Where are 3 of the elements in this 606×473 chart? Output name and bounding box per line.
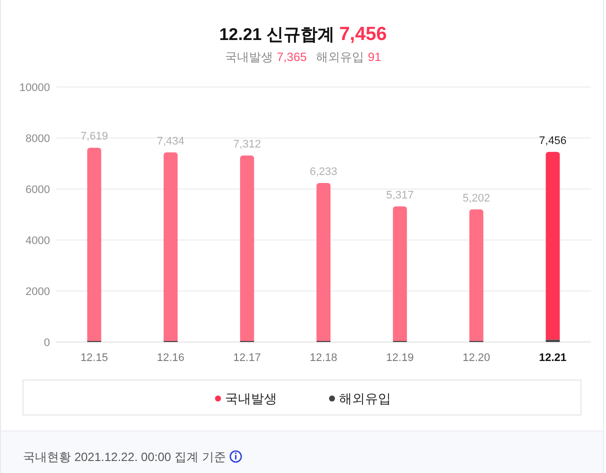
title: 12.21 신규합계 7,456: [219, 24, 387, 45]
note: 국내현황 2021.12.22. 00:00 집계 기준: [23, 450, 226, 464]
subtitle: 국내발생 7,365 해외유입 91: [224, 50, 382, 64]
